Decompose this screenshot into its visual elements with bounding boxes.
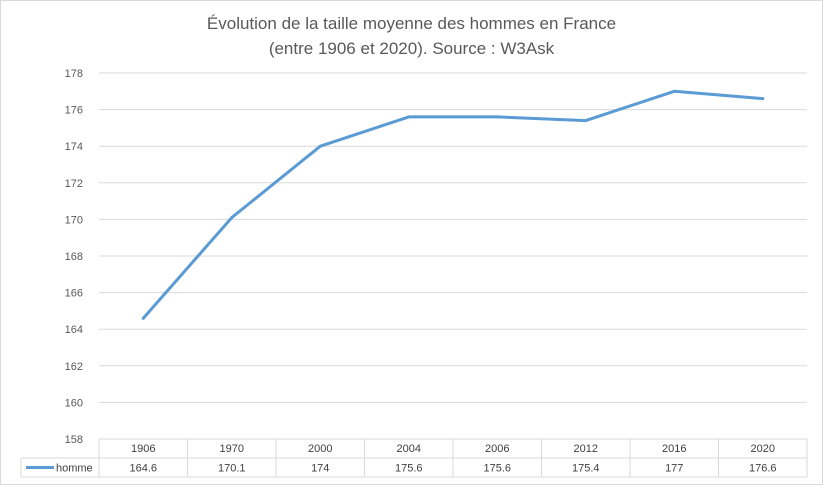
y-tick-label: 166 (65, 288, 83, 300)
y-tick-label: 164 (65, 324, 83, 336)
data-point (318, 144, 322, 148)
data-table-value: 175.4 (572, 463, 600, 475)
data-table-value: 174 (311, 463, 329, 475)
data-point (230, 216, 234, 220)
data-point (407, 115, 411, 119)
x-category-label: 2020 (751, 443, 775, 455)
data-point (584, 119, 588, 123)
data-point (761, 97, 765, 101)
chart-title-block: Évolution de la taille moyenne des homme… (1, 11, 822, 61)
data-table-value: 176.6 (749, 463, 777, 475)
data-table-value: 170.1 (218, 463, 246, 475)
chart-subtitle: (entre 1906 et 2020). Source : W3Ask (268, 39, 555, 58)
x-category-label: 2016 (662, 443, 686, 455)
y-tick-label: 178 (65, 68, 83, 80)
data-table-value: 164.6 (129, 463, 157, 475)
y-tick-label: 170 (65, 214, 83, 226)
x-category-label: 2012 (574, 443, 598, 455)
x-category-label: 1970 (220, 443, 244, 455)
y-tick-label: 168 (65, 251, 83, 263)
legend-label: homme (56, 463, 93, 475)
x-category-label: 2004 (397, 443, 421, 455)
y-tick-label: 176 (65, 105, 83, 117)
x-category-label: 2000 (308, 443, 332, 455)
x-category-label: 1906 (131, 443, 155, 455)
chart-title: Évolution de la taille moyenne des homme… (206, 14, 617, 33)
y-tick-label: 172 (65, 178, 83, 190)
data-point (495, 115, 499, 119)
x-category-label: 2006 (485, 443, 509, 455)
data-point (672, 89, 676, 93)
y-tick-label: 158 (65, 434, 83, 446)
y-tick-label: 174 (65, 141, 83, 153)
data-point (141, 316, 145, 320)
y-tick-label: 160 (65, 397, 83, 409)
y-tick-label: 162 (65, 361, 83, 373)
data-table-value: 175.6 (395, 463, 423, 475)
data-table-value: 175.6 (483, 463, 511, 475)
data-table-value: 177 (665, 463, 683, 475)
series-line-homme (141, 89, 765, 320)
